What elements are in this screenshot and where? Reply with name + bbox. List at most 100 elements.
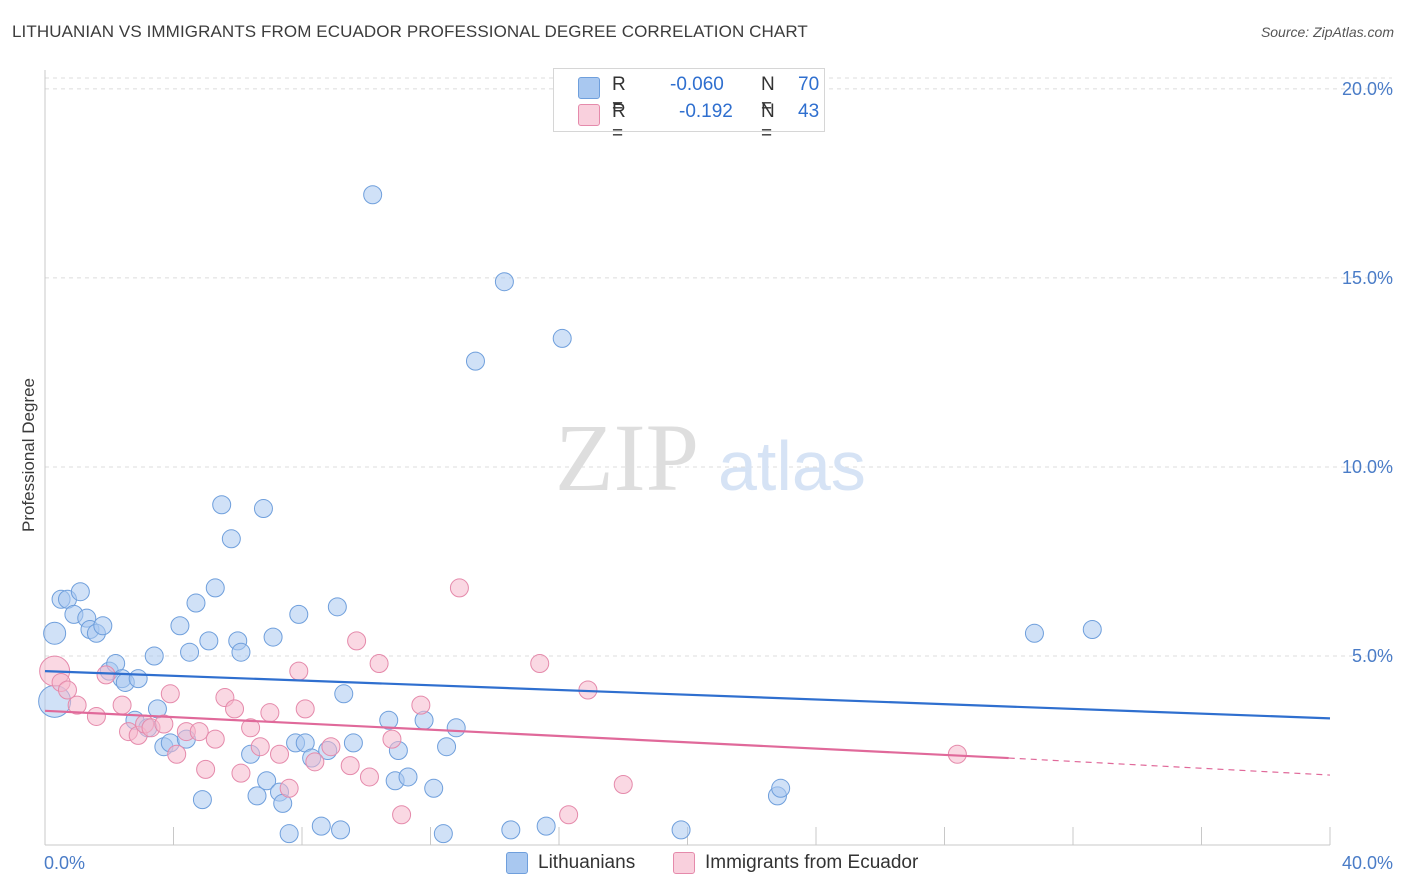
data-points	[38, 185, 1102, 844]
data-point	[359, 767, 379, 787]
data-point	[398, 767, 418, 787]
data-point	[465, 351, 485, 371]
bottom-legend-swatch-blue	[506, 852, 528, 874]
data-point	[369, 654, 389, 674]
y-tick-label: 10.0%	[1342, 457, 1393, 477]
data-point	[449, 578, 469, 598]
data-point	[231, 763, 251, 783]
data-point	[186, 593, 206, 613]
y-tick-label: 5.0%	[1352, 646, 1393, 666]
y-axis-label: Professional Degree	[19, 378, 38, 532]
data-point	[199, 631, 219, 651]
bottom-legend-label: Immigrants from Ecuador	[705, 852, 919, 873]
data-point	[379, 710, 399, 730]
watermark-zip: ZIP	[555, 404, 699, 511]
stats-legend: R = -0.060 N = 70 R = -0.192 N = 43	[553, 68, 825, 144]
x-tick-label: 40.0%	[1342, 853, 1393, 873]
data-point	[86, 706, 106, 726]
data-point	[170, 616, 190, 636]
data-point	[192, 790, 212, 810]
data-point	[57, 680, 77, 700]
x-tick-label: 0.0%	[44, 853, 85, 873]
data-point	[241, 718, 261, 738]
chart-title: LITHUANIAN VS IMMIGRANTS FROM ECUADOR PR…	[12, 22, 808, 41]
data-point	[70, 582, 90, 602]
data-point	[189, 722, 209, 742]
watermark-atlas: atlas	[718, 427, 866, 505]
data-point	[221, 529, 241, 549]
legend-n-label: N =	[761, 101, 775, 144]
data-point	[128, 669, 148, 689]
legend-swatch-blue	[578, 77, 600, 99]
data-point	[67, 695, 87, 715]
trend-line	[44, 669, 1331, 720]
data-point	[536, 816, 556, 836]
data-point	[279, 778, 299, 798]
grid-lines	[45, 77, 1392, 657]
data-point	[613, 775, 633, 795]
data-point	[1024, 623, 1044, 643]
legend-n-value: 43	[798, 101, 820, 122]
data-point	[289, 604, 309, 624]
legend-n-label: N =	[761, 74, 775, 117]
data-point	[305, 752, 325, 772]
data-point	[494, 272, 514, 292]
source-label: Source: ZipAtlas.com	[1260, 24, 1394, 40]
bottom-legend-swatch-pink	[673, 852, 695, 874]
data-point	[382, 729, 402, 749]
data-point	[144, 646, 164, 666]
axes	[44, 70, 1331, 846]
y-tick-label: 20.0%	[1342, 79, 1393, 99]
data-point	[289, 661, 309, 681]
data-point	[334, 684, 354, 704]
data-point	[552, 328, 572, 348]
data-point	[1082, 620, 1102, 640]
data-point	[263, 627, 283, 647]
data-point	[196, 759, 216, 779]
data-point	[363, 185, 383, 205]
legend-n-value: 70	[798, 74, 820, 95]
data-point	[424, 778, 444, 798]
data-point	[257, 771, 277, 791]
data-point	[311, 816, 331, 836]
data-point	[327, 597, 347, 617]
bottom-legend-label: Lithuanians	[538, 852, 636, 873]
data-point	[501, 820, 521, 840]
data-point	[771, 778, 791, 798]
data-point	[205, 729, 225, 749]
data-point	[347, 631, 367, 651]
data-point	[433, 824, 453, 844]
data-point	[96, 665, 116, 685]
data-point	[180, 642, 200, 662]
legend-r-value: -0.192	[679, 101, 733, 122]
data-point	[250, 737, 270, 757]
data-point	[331, 820, 351, 840]
legend-swatch-pink	[578, 104, 600, 126]
data-point	[167, 744, 187, 764]
data-point	[446, 718, 466, 738]
legend-r-label: R =	[612, 101, 626, 144]
trend-lines	[44, 669, 1331, 776]
data-point	[231, 642, 251, 662]
data-point	[559, 805, 579, 825]
trend-line	[44, 709, 1009, 760]
data-point	[343, 733, 363, 753]
tick-labels: 5.0% 10.0% 15.0% 20.0% 0.0% 40.0%	[44, 79, 1393, 873]
data-point	[530, 654, 550, 674]
data-point	[295, 699, 315, 719]
data-point	[253, 499, 273, 519]
data-point	[225, 699, 245, 719]
data-point	[321, 737, 341, 757]
y-tick-label: 15.0%	[1342, 268, 1393, 288]
trend-line-extension	[1008, 757, 1331, 776]
data-point	[270, 744, 290, 764]
data-point	[279, 824, 299, 844]
data-point	[437, 737, 457, 757]
data-point	[43, 621, 67, 645]
data-point	[154, 714, 174, 734]
data-point	[392, 805, 412, 825]
data-point	[205, 578, 225, 598]
data-point	[260, 703, 280, 723]
legend-r-label: R =	[612, 74, 626, 117]
